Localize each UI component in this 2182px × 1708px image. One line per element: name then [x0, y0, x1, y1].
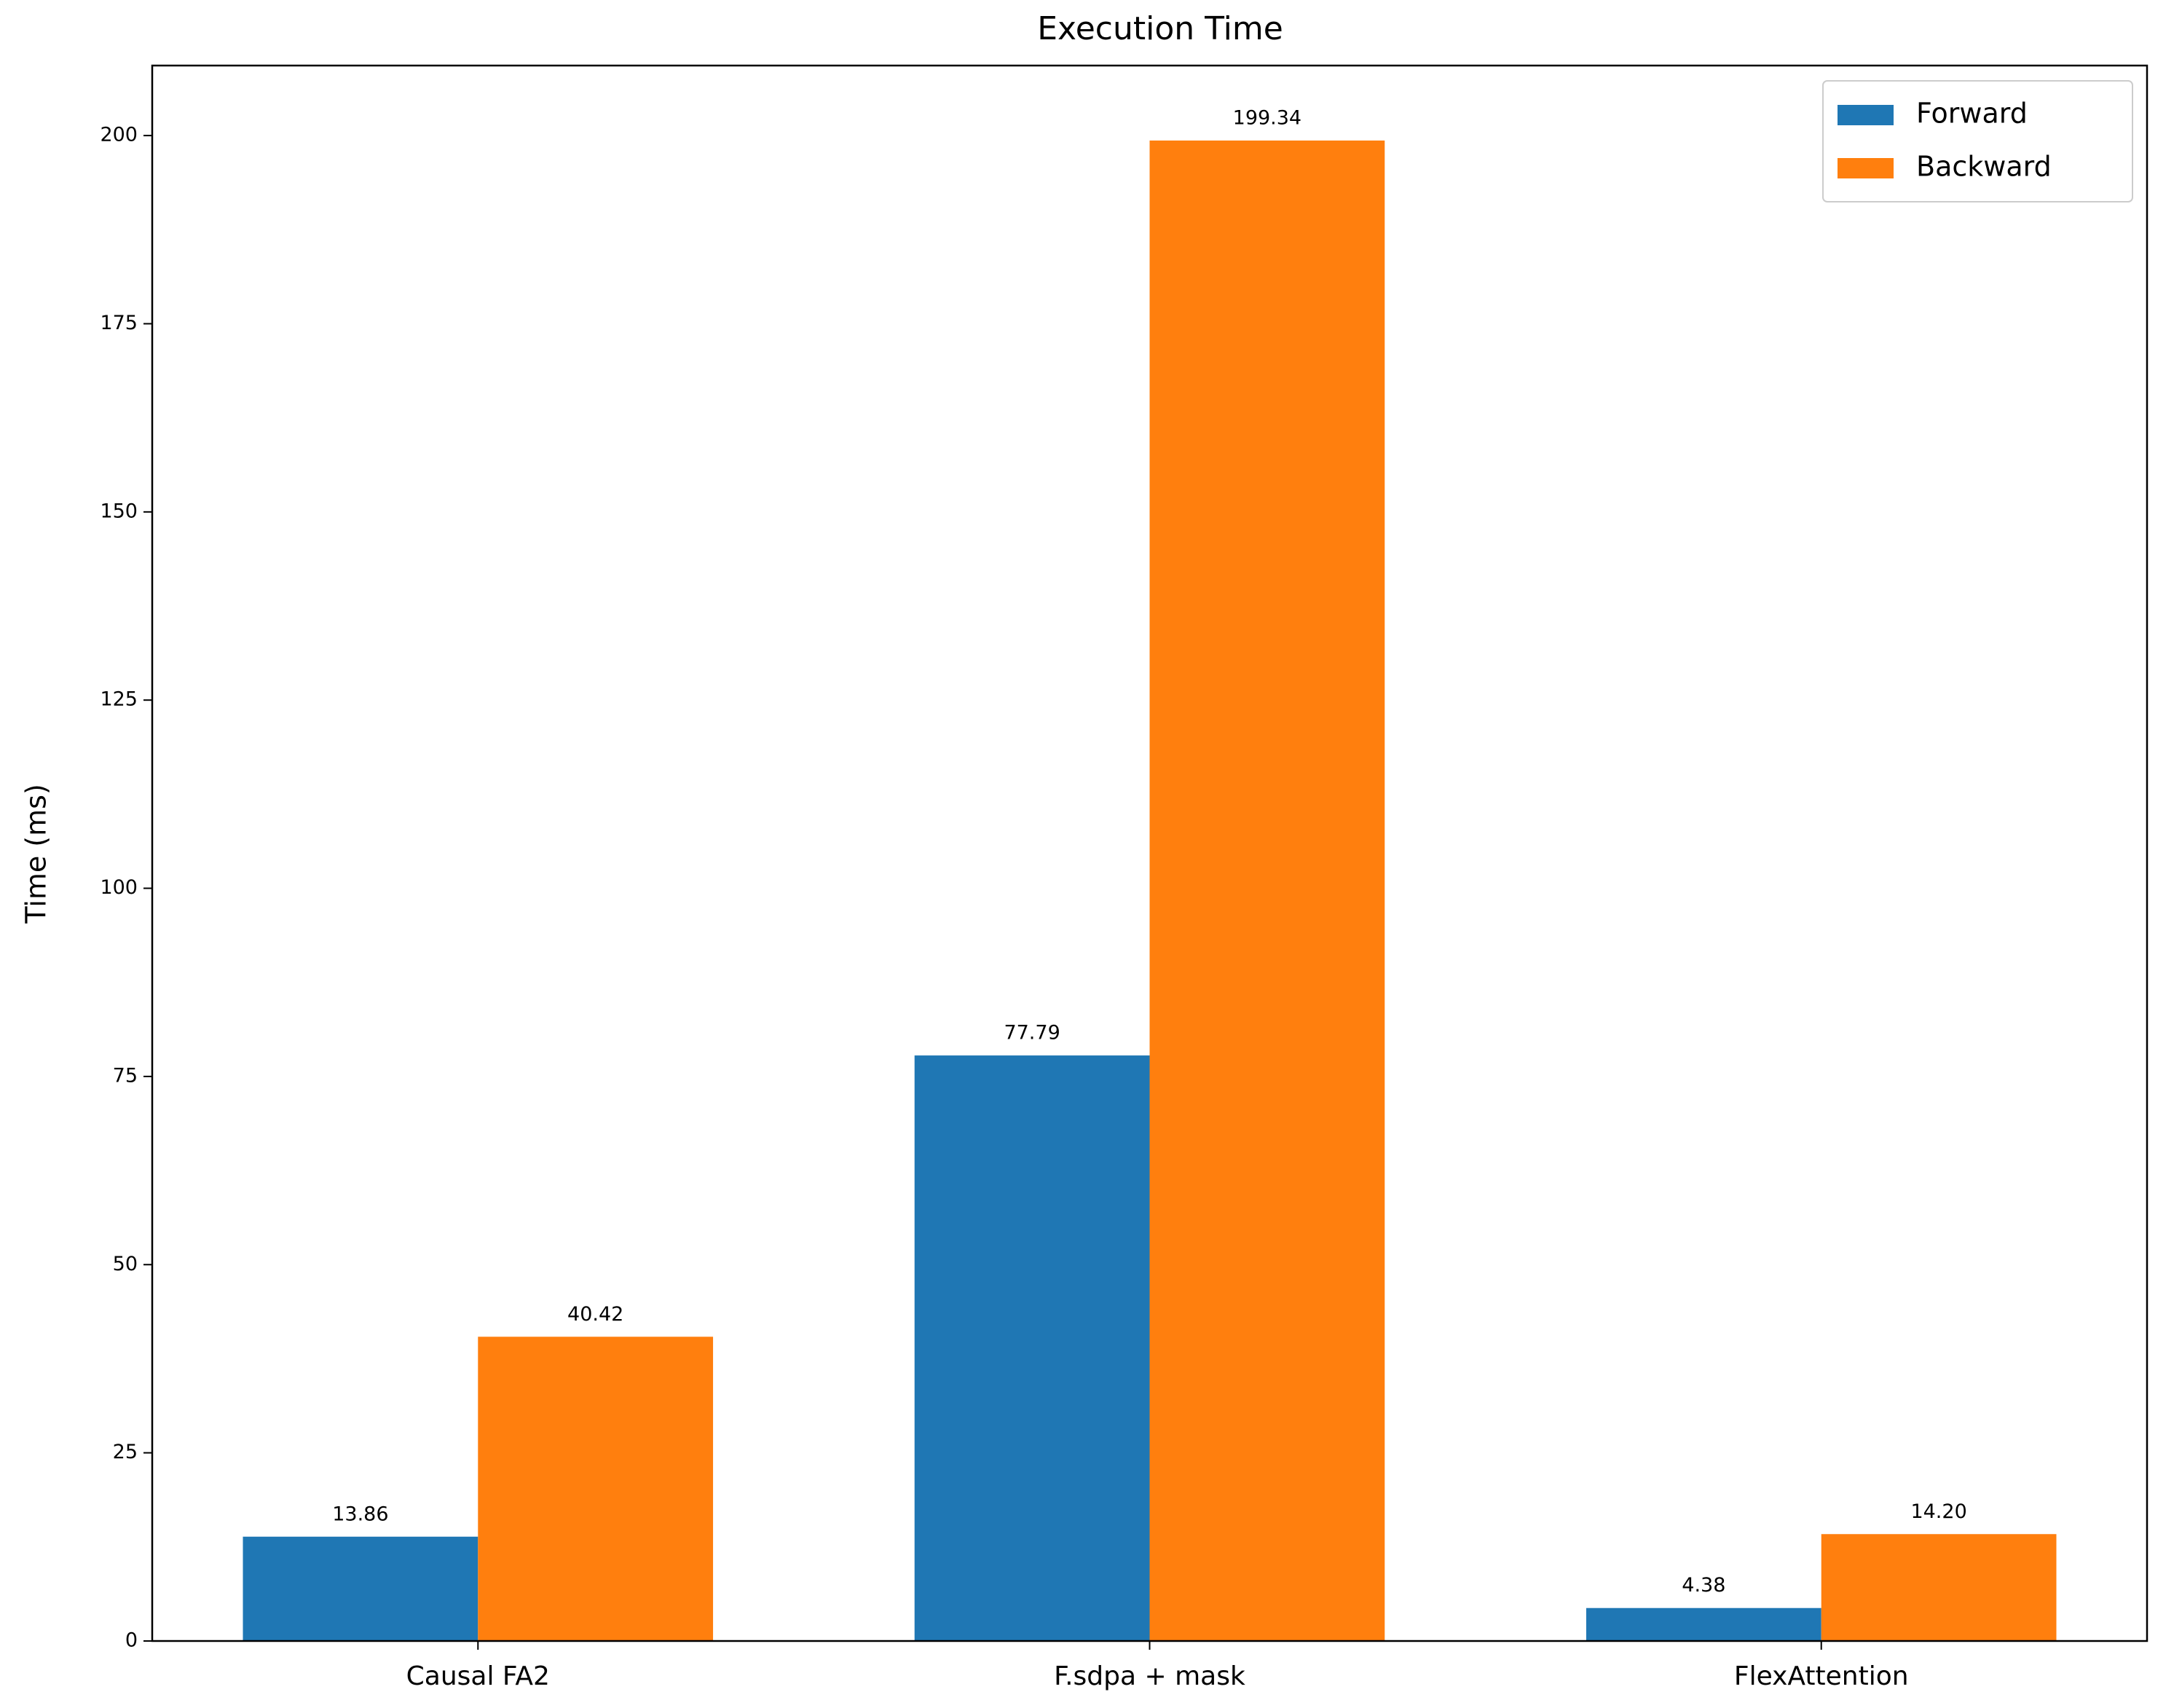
- y-tick-label: 50: [113, 1253, 138, 1275]
- y-tick-label: 175: [100, 312, 138, 334]
- legend-label: Backward: [1916, 151, 2052, 183]
- bar: [478, 1337, 714, 1641]
- plot-frame: [151, 64, 2148, 1642]
- bar: [1149, 140, 1385, 1641]
- x-tick-label: FlexAttention: [1734, 1661, 1909, 1691]
- chart-title: Execution Time: [1037, 10, 1283, 47]
- x-tick-label: F.sdpa + mask: [1054, 1661, 1245, 1691]
- value-label: 40.42: [567, 1303, 623, 1326]
- y-tick-label: 100: [100, 876, 138, 899]
- bar: [914, 1055, 1150, 1641]
- y-tick-label: 75: [113, 1064, 138, 1087]
- value-label: 199.34: [1233, 106, 1301, 129]
- value-label: 77.79: [1004, 1022, 1060, 1044]
- y-tick-label: 200: [100, 124, 138, 146]
- legend-label: Forward: [1916, 98, 2028, 130]
- y-tick-label: 25: [113, 1441, 138, 1463]
- bar: [1586, 1607, 1821, 1641]
- bar: [243, 1536, 478, 1641]
- legend-frame: [1822, 80, 2133, 202]
- legend-swatch: [1838, 105, 1894, 125]
- y-tick-label: 150: [100, 500, 138, 522]
- value-label: 14.20: [1910, 1500, 1966, 1523]
- legend-swatch: [1838, 158, 1894, 178]
- y-axis-label: Time (ms): [20, 784, 52, 924]
- x-tick-label: Causal FA2: [406, 1661, 550, 1691]
- value-label: 13.86: [332, 1503, 388, 1525]
- value-label: 4.38: [1682, 1574, 1725, 1597]
- y-tick-label: 0: [125, 1629, 138, 1652]
- bar: [1821, 1534, 2057, 1641]
- y-tick-label: 125: [100, 688, 138, 711]
